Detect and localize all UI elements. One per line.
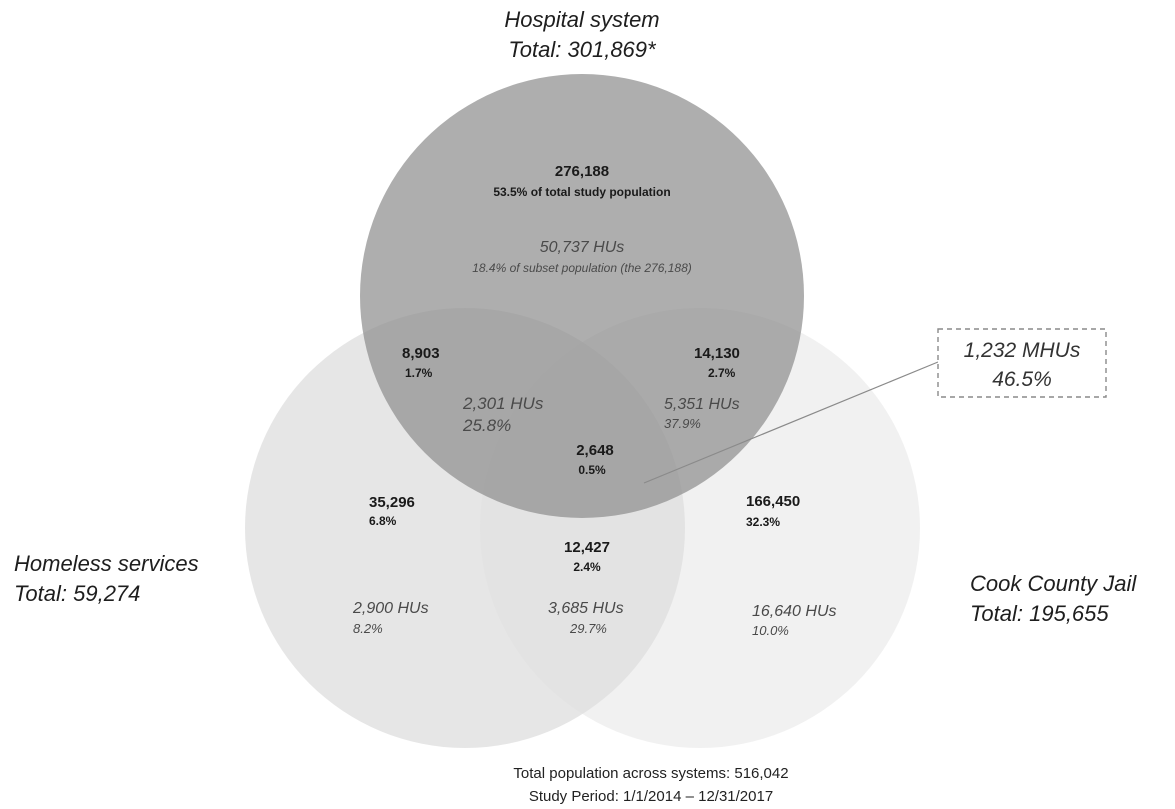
hospital-set-name: Hospital system xyxy=(504,7,659,32)
hospital-circle xyxy=(360,74,804,518)
hospital-only-hus: 50,737 HUs xyxy=(540,239,625,256)
homeless-jail-count: 12,427 xyxy=(564,539,610,556)
homeless-set-total: Total: 59,274 xyxy=(14,581,140,606)
callout-box xyxy=(937,328,1107,398)
hospital-jail-count: 14,130 xyxy=(694,345,740,362)
homeless-set-name: Homeless services xyxy=(14,551,199,576)
hospital-only-count: 276,188 xyxy=(555,163,609,180)
footer-total-population: Total population across systems: 516,042 xyxy=(513,765,788,782)
homeless-jail-pct: 2.4% xyxy=(573,560,601,574)
all-three-pct: 0.5% xyxy=(578,463,606,477)
jail-only-count: 166,450 xyxy=(746,493,800,510)
hospital-only-share: 53.5% of total study population xyxy=(493,185,670,199)
jail-only-hus: 16,640 HUs xyxy=(752,603,837,620)
all-three-count: 2,648 xyxy=(576,442,614,459)
hospital-homeless-pct: 1.7% xyxy=(405,366,433,380)
homeless-only-count: 35,296 xyxy=(369,494,415,511)
homeless-jail-hus: 3,685 HUs xyxy=(548,600,624,617)
jail-only-pct: 32.3% xyxy=(746,515,780,529)
hospital-homeless-hus-pct: 25.8% xyxy=(462,416,511,435)
hospital-homeless-hus: 2,301 HUs xyxy=(462,394,544,413)
hospital-homeless-count: 8,903 xyxy=(402,345,440,362)
hospital-jail-pct: 2.7% xyxy=(708,366,736,380)
hospital-set-total: Total: 301,869* xyxy=(508,37,657,62)
homeless-only-hus-pct: 8.2% xyxy=(353,621,383,636)
callout-leader-line xyxy=(643,361,939,484)
hospital-jail-hus-pct: 37.9% xyxy=(664,416,701,431)
homeless-only-hus: 2,900 HUs xyxy=(352,600,429,617)
footer-study-period: Study Period: 1/1/2014 – 12/31/2017 xyxy=(529,788,773,805)
callout-pct: 46.5% xyxy=(992,368,1052,391)
callout-mhus: 1,232 MHUs xyxy=(964,339,1081,362)
hospital-only-hus-share: 18.4% of subset population (the 276,188) xyxy=(472,261,692,275)
homeless-only-pct: 6.8% xyxy=(369,514,397,528)
jail-set-total: Total: 195,655 xyxy=(970,601,1109,626)
hospital-jail-hus: 5,351 HUs xyxy=(664,396,740,413)
jail-only-hus-pct: 10.0% xyxy=(752,623,789,638)
jail-set-name: Cook County Jail xyxy=(970,571,1137,596)
homeless-jail-hus-pct: 29.7% xyxy=(569,621,607,636)
